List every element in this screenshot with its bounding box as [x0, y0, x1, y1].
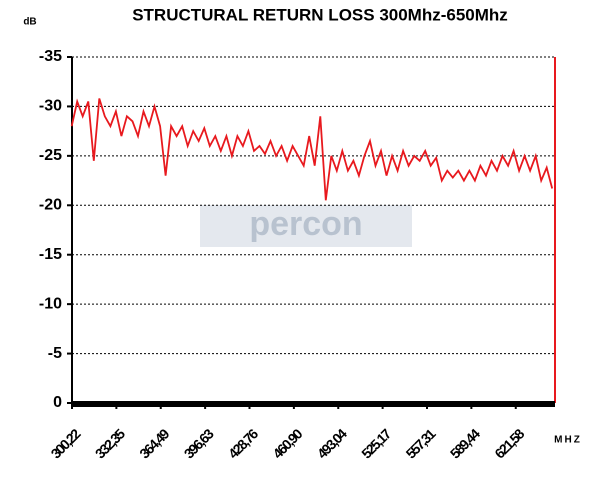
- y-tick-label: -25: [39, 147, 62, 164]
- y-tick-label: -20: [39, 197, 62, 214]
- x-tick-label: 460,90: [269, 425, 305, 461]
- y-tick-label: -30: [39, 98, 62, 115]
- data-line: [70, 98, 554, 201]
- x-tick-label: 621,58: [491, 425, 527, 461]
- x-tick-label: 589,44: [447, 425, 483, 461]
- y-axis-label: dB: [23, 17, 36, 28]
- x-axis-label: MHZ: [554, 435, 582, 446]
- y-tick-label: -5: [48, 345, 62, 362]
- y-tick-label: 0: [53, 394, 62, 411]
- x-tick-label: 428,76: [225, 425, 261, 461]
- x-axis: [72, 401, 555, 407]
- x-tick-label: 300,22: [48, 425, 84, 461]
- watermark: percon: [249, 205, 362, 243]
- y-tick-label: -10: [39, 295, 62, 312]
- x-tick-label: 557,31: [403, 425, 439, 461]
- x-tick-label: 493,04: [314, 425, 350, 461]
- y-tick-label: -35: [39, 48, 62, 65]
- x-tick-label: 364,49: [136, 425, 172, 461]
- x-tick-label: 525,17: [358, 425, 394, 461]
- y-tick-label: -15: [39, 246, 62, 263]
- x-tick-label: 396,63: [181, 425, 217, 461]
- chart-title: STRUCTURAL RETURN LOSS 300Mhz-650Mhz: [132, 5, 508, 24]
- x-tick-label: 332,35: [92, 425, 128, 461]
- watermark-box: [200, 205, 412, 247]
